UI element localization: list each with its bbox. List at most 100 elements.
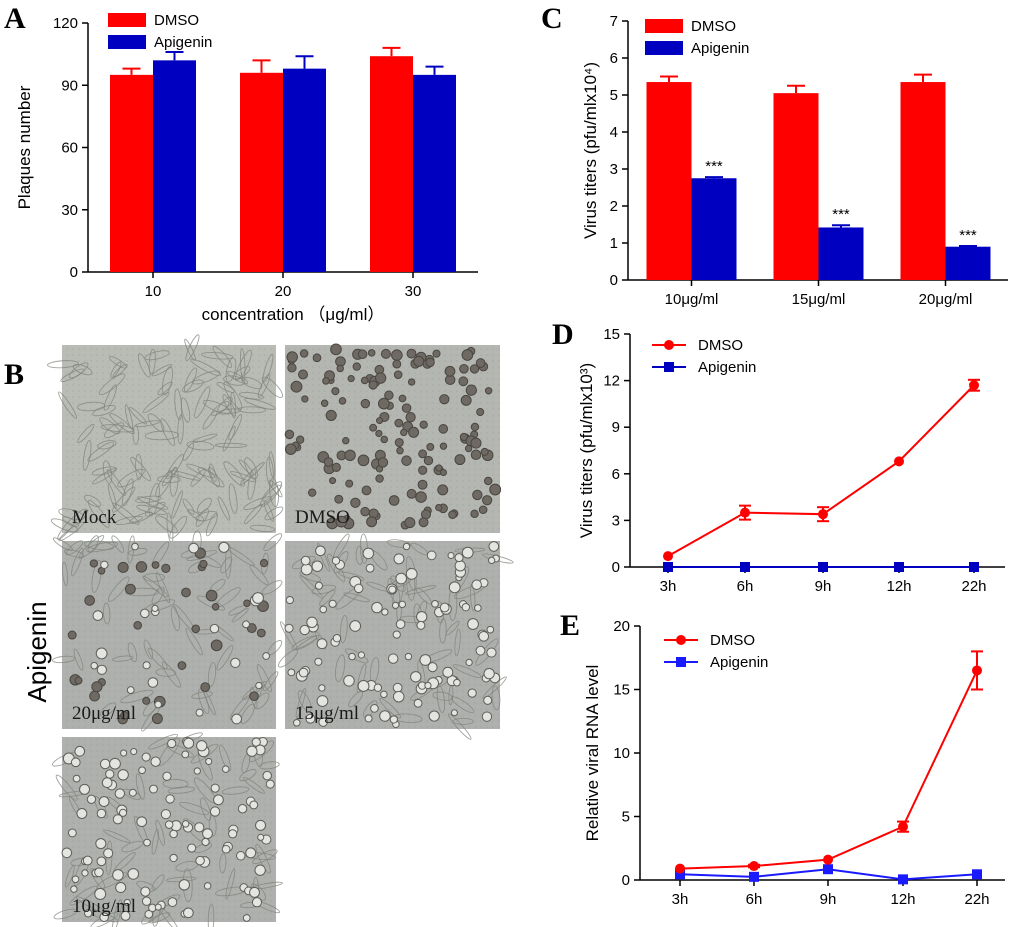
cell-round	[236, 851, 246, 861]
cell-round	[331, 387, 340, 396]
cell-round	[256, 628, 266, 638]
cell-round	[140, 608, 150, 619]
cell-round	[353, 583, 364, 594]
y-tick-label: 0	[610, 272, 618, 289]
cell-round	[371, 601, 383, 614]
data-point-apigenin	[969, 562, 979, 572]
y-tick-label: 60	[61, 140, 78, 157]
cell-round	[237, 804, 248, 814]
cell-round	[454, 454, 466, 466]
chart-e: 0 5 10 15 20 Relative viral RNA level 3h 6h 9h 12…	[583, 618, 1005, 908]
cell-round	[287, 363, 297, 373]
cell-spread	[182, 498, 195, 515]
x-tick-label: 20	[275, 283, 292, 300]
cell-round	[285, 595, 294, 605]
cell-spread	[169, 515, 188, 539]
cell-round	[147, 677, 159, 688]
cell-spread	[144, 350, 170, 361]
cell-spread	[99, 417, 121, 435]
cell-round	[210, 639, 223, 652]
cell-spread	[334, 654, 346, 683]
cell-spread	[264, 506, 284, 521]
cell-round	[392, 359, 402, 369]
cell-spread	[217, 496, 231, 521]
data-point-apigenin	[818, 562, 828, 572]
cell-spread	[161, 467, 178, 487]
micrograph-label: 10μg/ml	[72, 896, 136, 917]
cell-spread	[68, 362, 89, 379]
cell-round	[228, 829, 238, 839]
cell-round	[450, 709, 458, 717]
cell-spread	[121, 840, 144, 853]
cell-spread	[228, 483, 238, 514]
cell-round	[90, 661, 99, 670]
cell-spread	[299, 575, 324, 599]
cell-round	[149, 784, 158, 794]
data-point-apigenin	[894, 562, 904, 572]
cell-spread	[450, 696, 475, 714]
cell-round	[404, 652, 413, 661]
cell-round	[99, 912, 109, 922]
data-point-apigenin	[972, 869, 982, 880]
cell-spread	[343, 592, 370, 603]
cell-spread	[214, 442, 248, 448]
cell-spread	[316, 542, 330, 572]
cell-round	[164, 820, 174, 829]
cell-round	[249, 691, 259, 701]
x-tick-label: 12h	[886, 578, 911, 595]
cell-round	[200, 682, 211, 693]
cell-round	[70, 757, 81, 768]
cell-round	[135, 561, 148, 573]
micrograph-tile: 20μg/ml	[52, 530, 283, 732]
cell-spread	[356, 663, 367, 693]
cell-round	[181, 820, 190, 828]
cell-round	[357, 349, 368, 360]
bar-dmso	[900, 82, 946, 280]
cell-round	[154, 903, 162, 911]
cell-round	[375, 429, 383, 438]
y-axis-label: Plaques number	[15, 85, 34, 209]
cell-round	[181, 587, 191, 598]
cell-round	[484, 387, 493, 395]
cell-round	[380, 690, 388, 699]
bar-apigenin	[153, 60, 196, 272]
bar-dmso	[110, 74, 153, 272]
cell-spread	[160, 418, 175, 446]
cell-round	[364, 714, 373, 723]
cell-round	[472, 489, 483, 501]
cell-spread	[216, 644, 234, 671]
cell-round	[254, 864, 266, 876]
cell-round	[447, 552, 455, 560]
bar-apigenin	[413, 74, 456, 272]
cell-round	[181, 750, 190, 759]
cell-round	[255, 681, 263, 690]
cell-round	[257, 833, 265, 841]
cell-round	[459, 363, 469, 374]
chart-d: 0 3 6 9 12 15 Virus titers (pfu/mlx10³) 3h 6h 9h 1…	[577, 326, 1005, 595]
cell-round	[70, 885, 78, 893]
cell-round	[194, 822, 205, 833]
cell-round	[112, 814, 123, 825]
cell-round	[483, 667, 495, 680]
cell-spread	[238, 391, 265, 400]
cell-round	[357, 454, 370, 467]
panel-letter-c: C	[541, 2, 563, 35]
cell-spread	[207, 903, 215, 927]
y-tick-label: 30	[61, 202, 78, 219]
cell-round	[389, 715, 398, 724]
cell-round	[335, 515, 348, 528]
cell-round	[478, 505, 488, 515]
legend-label-apigenin: Apigenin	[698, 359, 756, 376]
cell-round	[99, 758, 111, 770]
cell-spread	[278, 649, 298, 668]
cell-round	[246, 745, 258, 757]
cell-round	[199, 559, 208, 569]
cell-spread	[167, 786, 196, 794]
cell-spread	[223, 375, 246, 386]
cell-spread	[207, 661, 217, 688]
y-tick-label: 15	[613, 682, 630, 699]
cell-round	[470, 449, 482, 460]
legend-swatch-apigenin	[645, 41, 683, 55]
cell-round	[160, 809, 171, 820]
x-axis-label: concentration （μg/ml）	[202, 305, 385, 324]
